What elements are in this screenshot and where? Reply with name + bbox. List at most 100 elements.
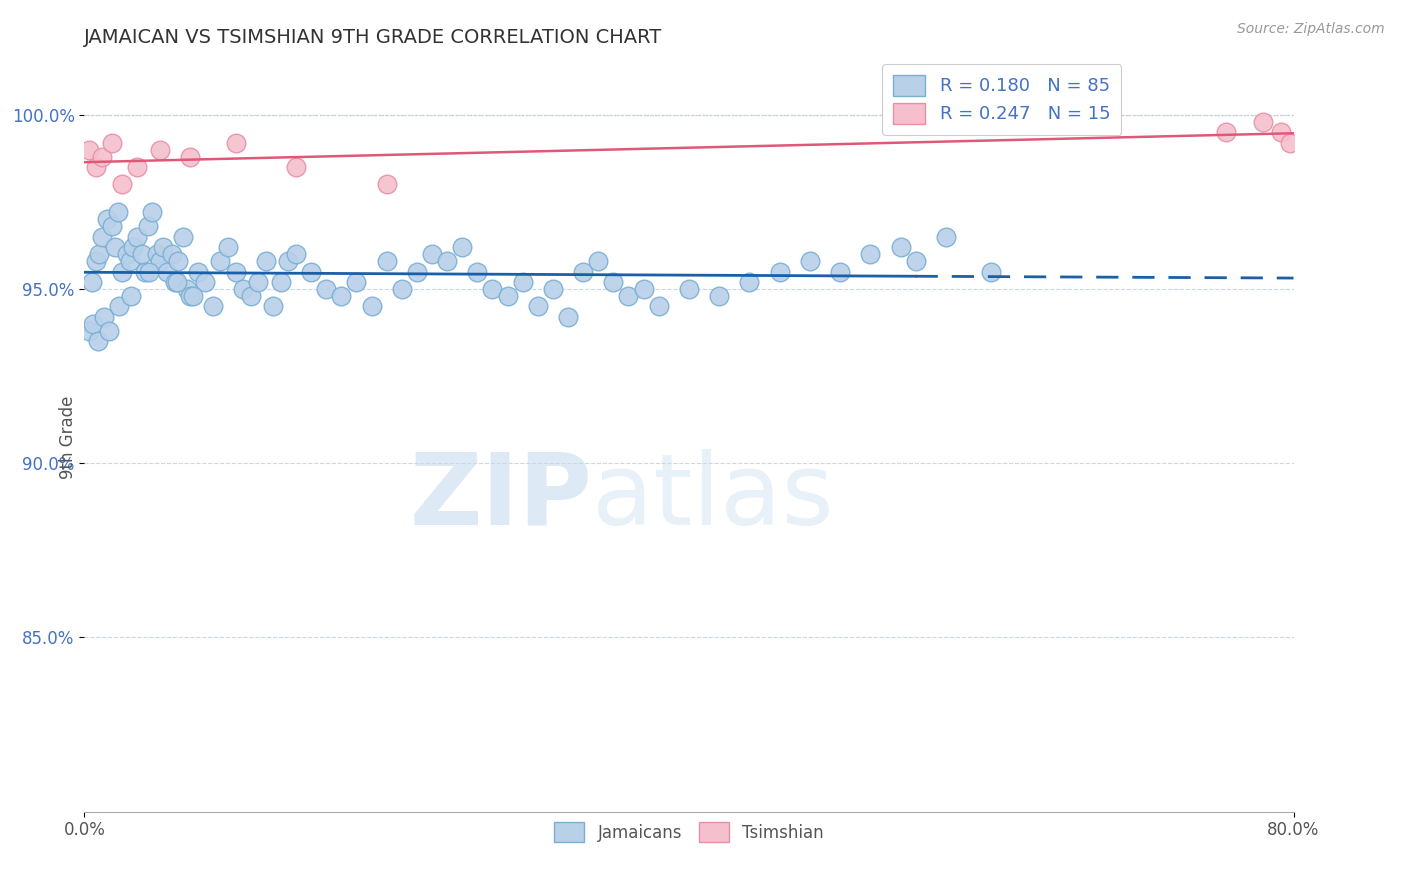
Point xyxy=(172,229,194,244)
Point xyxy=(167,254,190,268)
Point xyxy=(935,229,957,244)
Point xyxy=(557,310,579,324)
Point xyxy=(420,247,443,261)
Point xyxy=(830,264,852,278)
Point xyxy=(87,334,110,349)
Point xyxy=(179,149,201,163)
Point xyxy=(572,264,595,278)
Point xyxy=(77,324,100,338)
Point xyxy=(127,229,149,244)
Point xyxy=(262,299,284,313)
Point xyxy=(709,289,731,303)
Point xyxy=(166,275,188,289)
Point xyxy=(121,240,143,254)
Point xyxy=(91,229,114,244)
Y-axis label: 9th Grade: 9th Grade xyxy=(59,395,77,479)
Point xyxy=(131,247,153,261)
Point xyxy=(232,282,254,296)
Point xyxy=(115,247,138,261)
Point xyxy=(146,247,169,261)
Point xyxy=(648,299,671,313)
Point xyxy=(617,289,640,303)
Point xyxy=(156,264,179,278)
Point xyxy=(138,264,160,278)
Point xyxy=(165,275,187,289)
Point xyxy=(120,289,142,303)
Point xyxy=(541,282,564,296)
Point xyxy=(107,205,129,219)
Point xyxy=(111,178,134,192)
Point xyxy=(633,282,655,296)
Point xyxy=(100,136,122,150)
Point xyxy=(108,299,131,313)
Text: ZIP: ZIP xyxy=(409,449,592,546)
Point xyxy=(91,149,114,163)
Point xyxy=(179,289,201,303)
Point xyxy=(1215,125,1237,139)
Point xyxy=(738,275,761,289)
Point xyxy=(496,289,519,303)
Point xyxy=(134,264,156,278)
Point xyxy=(111,264,134,278)
Point xyxy=(391,282,413,296)
Point xyxy=(769,264,792,278)
Point xyxy=(194,275,217,289)
Point xyxy=(89,247,111,261)
Point xyxy=(82,317,104,331)
Point xyxy=(602,275,624,289)
Point xyxy=(678,282,700,296)
Point xyxy=(96,212,118,227)
Point xyxy=(80,275,103,289)
Point xyxy=(904,254,927,268)
Point xyxy=(285,160,308,174)
Point xyxy=(225,264,247,278)
Point xyxy=(285,247,308,261)
Point xyxy=(118,254,141,268)
Point xyxy=(152,240,174,254)
Point xyxy=(481,282,503,296)
Point xyxy=(225,136,247,150)
Point xyxy=(512,275,534,289)
Point xyxy=(247,275,270,289)
Point xyxy=(104,240,127,254)
Point xyxy=(270,275,292,289)
Point xyxy=(436,254,458,268)
Point xyxy=(588,254,610,268)
Point xyxy=(254,254,277,268)
Point xyxy=(299,264,322,278)
Point xyxy=(346,275,368,289)
Point xyxy=(799,254,821,268)
Point xyxy=(86,254,108,268)
Point xyxy=(100,219,122,234)
Point xyxy=(201,299,224,313)
Point xyxy=(1279,136,1302,150)
Point xyxy=(149,143,172,157)
Point xyxy=(890,240,912,254)
Point xyxy=(176,282,198,296)
Point xyxy=(93,310,115,324)
Point xyxy=(467,264,489,278)
Point xyxy=(209,254,232,268)
Point xyxy=(315,282,337,296)
Point xyxy=(859,247,882,261)
Point xyxy=(406,264,429,278)
Text: Source: ZipAtlas.com: Source: ZipAtlas.com xyxy=(1237,22,1385,37)
Point xyxy=(375,254,398,268)
Point xyxy=(187,264,209,278)
Point xyxy=(527,299,550,313)
Point xyxy=(160,247,183,261)
Text: atlas: atlas xyxy=(592,449,834,546)
Point xyxy=(1253,114,1275,128)
Point xyxy=(451,240,474,254)
Legend: Jamaicans, Tsimshian: Jamaicans, Tsimshian xyxy=(547,816,831,848)
Point xyxy=(136,219,159,234)
Point xyxy=(149,254,172,268)
Point xyxy=(127,160,149,174)
Point xyxy=(86,160,108,174)
Point xyxy=(239,289,262,303)
Point xyxy=(330,289,353,303)
Point xyxy=(77,143,100,157)
Point xyxy=(1270,125,1292,139)
Point xyxy=(980,264,1002,278)
Point xyxy=(375,178,398,192)
